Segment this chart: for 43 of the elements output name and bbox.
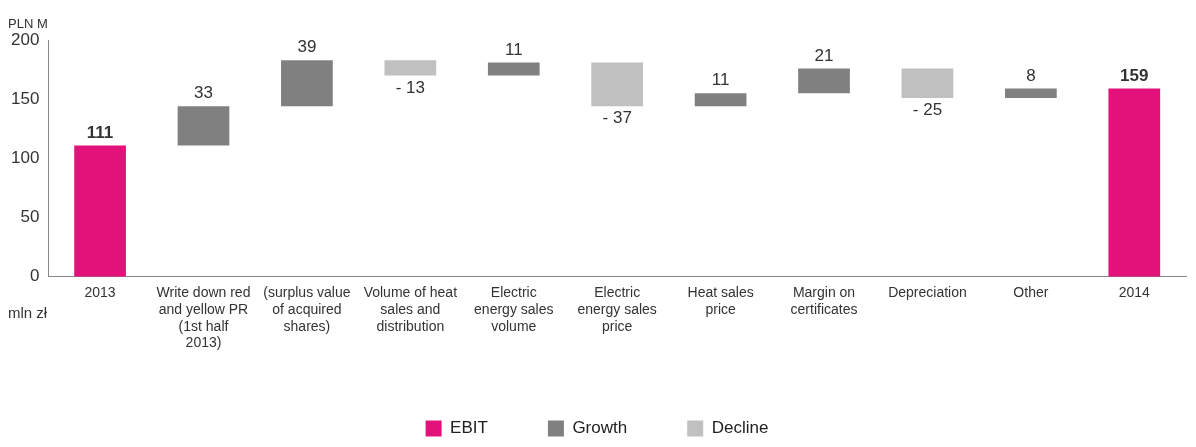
x-tick-label: 2014 <box>1118 284 1151 301</box>
y-tick-label: 50 <box>20 207 40 227</box>
data-label: - 37 <box>602 108 632 128</box>
data-label: 33 <box>194 83 213 103</box>
y-tick-label: 200 <box>10 29 40 49</box>
x-tick-label: 2013 <box>84 284 116 301</box>
text: mln zł <box>8 304 48 322</box>
bar <box>901 68 954 99</box>
x-tick-label: Electric energy sales price <box>577 284 657 334</box>
bar <box>1108 88 1161 277</box>
bar <box>384 60 437 76</box>
x-tick-label: Volume of heat sales and distribution <box>363 284 458 334</box>
bar <box>1005 88 1057 99</box>
legend-label: Growth <box>572 418 628 438</box>
data-label: 8 <box>1026 65 1036 85</box>
data-label: 111 <box>86 122 114 142</box>
bar <box>487 62 540 76</box>
legend-label: Decline <box>711 418 769 438</box>
data-label: 39 <box>297 37 317 57</box>
data-label: 159 <box>1120 65 1149 85</box>
y-axis-title: PLN M <box>8 16 48 32</box>
x-tick-label: Write down red and yellow PR (1st half 2013) <box>156 284 251 351</box>
y-tick-label: 150 <box>10 88 40 108</box>
data-label: 21 <box>814 45 834 65</box>
data-label: - 13 <box>395 77 425 97</box>
legend-label: EBIT <box>450 418 488 438</box>
y-tick-label: 0 <box>29 266 40 286</box>
bar <box>177 106 230 146</box>
data-label: 11 <box>504 39 523 59</box>
data-label: - 25 <box>912 100 943 120</box>
bar <box>591 62 644 107</box>
x-tick-label: Margin on certificates <box>790 284 858 317</box>
bar <box>798 68 850 94</box>
x-tick-label: Electric energy sales volume <box>474 284 554 334</box>
x-tick-label: Other <box>1013 284 1049 301</box>
x-tick-label: Heat sales price <box>687 284 754 317</box>
bar <box>281 60 333 107</box>
bar <box>694 93 747 107</box>
data-label: 11 <box>711 70 730 90</box>
bar <box>74 145 126 277</box>
y-tick-label: 100 <box>10 148 40 168</box>
x-tick-label: (surplus value of acquired shares) <box>263 284 351 334</box>
x-tick-label: Depreciation <box>888 284 967 301</box>
